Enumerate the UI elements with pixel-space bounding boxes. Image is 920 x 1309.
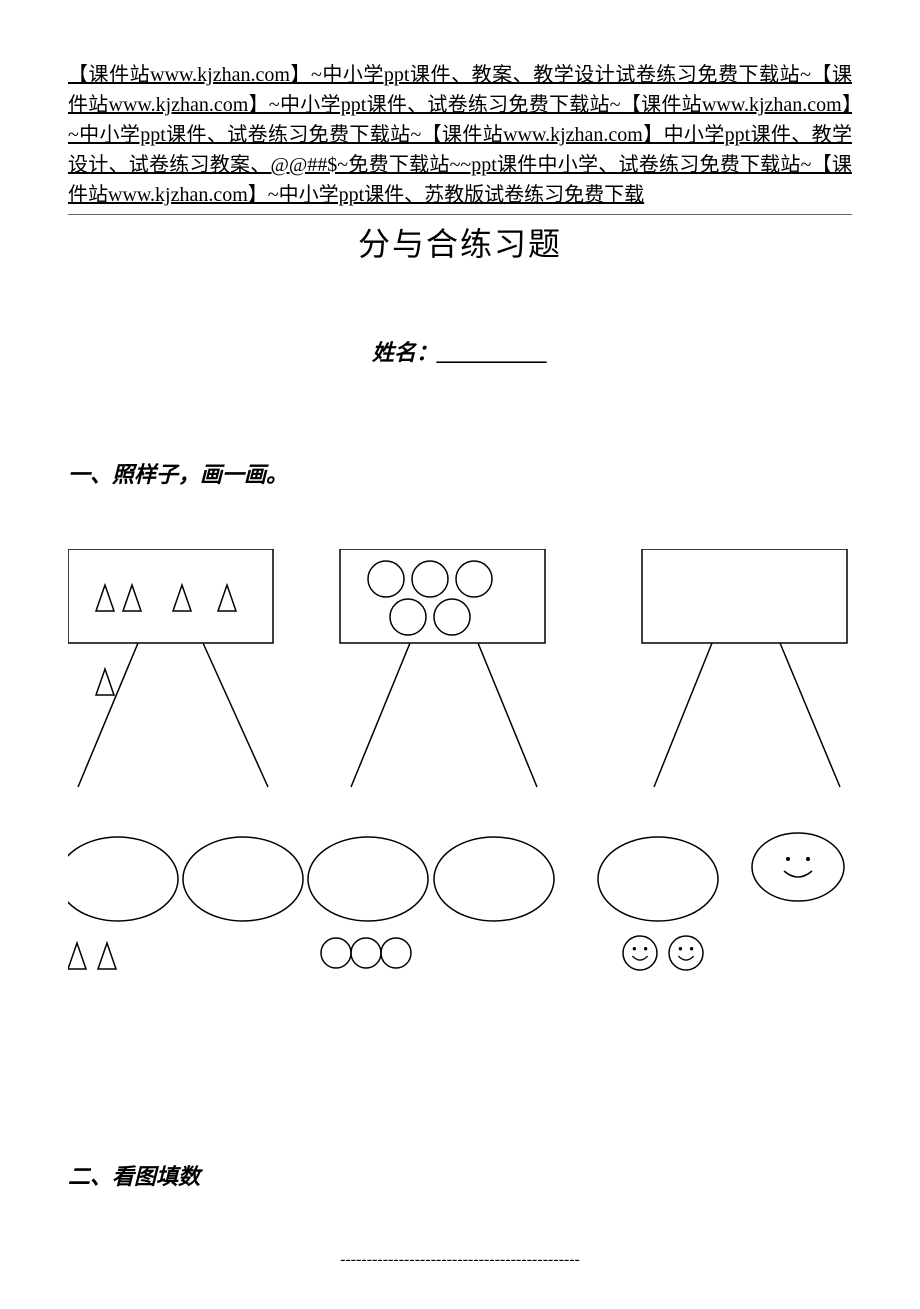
box-triangles	[68, 549, 273, 643]
box-circles	[340, 549, 545, 643]
header-text: 【课件站www.kjzhan.com】~中小学ppt课件、教案、教学设计试卷练习…	[68, 60, 852, 210]
page-title: 分与合练习题	[68, 219, 852, 265]
section-1-heading: 一、照样子，画一画。	[68, 457, 852, 489]
section-2-heading: 二、看图填数	[68, 1159, 852, 1191]
exercise-figure	[68, 549, 852, 989]
name-field-label: 姓名：__________	[68, 335, 852, 367]
box-empty	[642, 549, 847, 643]
footer-dashes: ----------------------------------------…	[68, 1251, 852, 1269]
header-rule	[68, 214, 852, 215]
